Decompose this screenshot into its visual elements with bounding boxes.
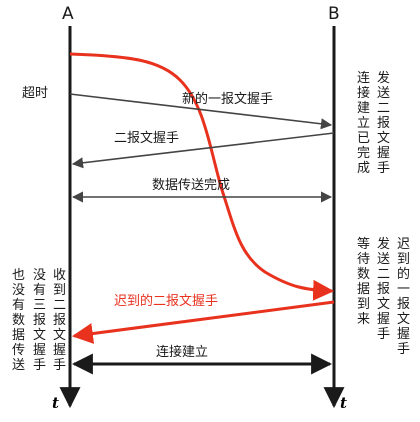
late-second-handshake-label: 迟到的二报文握手 — [114, 293, 218, 309]
right-upper-note-col2: 连接建立已完成 — [357, 70, 370, 176]
connection-established-label: 连接建立 — [156, 344, 208, 360]
left-note-col3: 也没有数据传送 — [12, 268, 25, 373]
host-b-label: B — [328, 4, 340, 24]
right-lower-note-col1: 迟到的一报文握手 — [397, 237, 410, 357]
right-lower-note-col2: 发送二报文握手 — [377, 236, 390, 342]
host-a-label: A — [62, 4, 74, 24]
time-symbol-a: t — [52, 394, 59, 412]
late-first-handshake-curve — [69, 52, 335, 301]
right-upper-note-col1: 发送二报文握手 — [377, 70, 390, 176]
left-note-col2: 没有三报文握手 — [33, 268, 46, 373]
data-transfer-label: 数据传送完成 — [152, 178, 230, 193]
timeout-label: 超时 — [22, 86, 48, 101]
right-lower-note-col3: 等待数据到来 — [357, 236, 370, 327]
second-handshake-label: 二报文握手 — [114, 131, 179, 146]
new-first-handshake-label: 新的一报文握手 — [182, 91, 273, 107]
late-second-handshake-arrow — [71, 300, 335, 344]
time-symbol-b: t — [340, 394, 347, 412]
left-note-col1: 收到二报文握手 — [53, 268, 66, 373]
second-handshake-arrow — [71, 132, 335, 169]
new-first-handshake-arrow — [69, 93, 333, 130]
